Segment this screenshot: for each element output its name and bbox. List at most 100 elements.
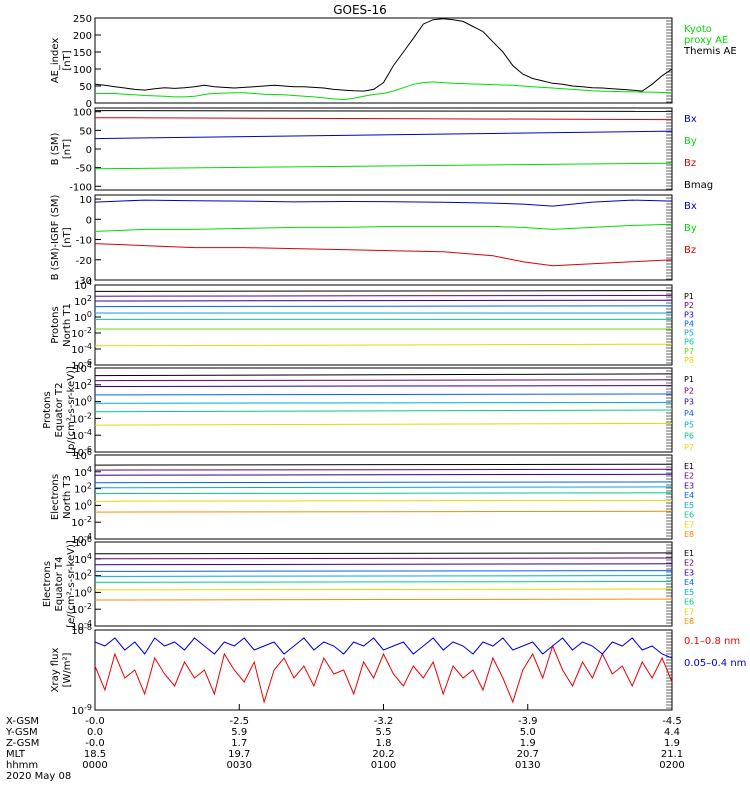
series-line-pe-3 <box>94 393 673 396</box>
series-line-en-2 <box>94 473 673 476</box>
y-axis-label: [nT] <box>62 139 73 159</box>
y-tick-label: 0 <box>86 99 92 110</box>
legend-entry: P6 <box>684 338 694 347</box>
y-tick-label: 102 <box>74 378 92 392</box>
legend-entry: P2 <box>684 301 694 310</box>
panel-frame <box>94 284 673 366</box>
y-tick-label: 10-6 <box>71 358 92 372</box>
footer-value: 0200 <box>659 760 684 771</box>
y-tick-label: 0 <box>86 215 92 226</box>
y-tick-label: 104 <box>74 552 92 566</box>
footer-value: -4.5 <box>662 716 682 727</box>
y-tick-label: 50 <box>79 126 92 137</box>
legend-entry: Themis AE <box>683 46 737 57</box>
legend-entry: E7 <box>684 520 694 529</box>
panel-pn: 104 102 100 10-2 10-4 10-6 Protons North T1 P1P2… <box>50 278 694 372</box>
series-line-pe-2 <box>94 385 673 387</box>
legend-entry: P7 <box>684 443 694 452</box>
series-line-en-4 <box>94 486 673 489</box>
panel-frame <box>94 17 673 104</box>
y-tick-label: -10 <box>76 236 92 247</box>
legend-entry: P8 <box>684 356 694 365</box>
footer-value: 4.4 <box>664 727 680 738</box>
series-line-pe-5 <box>94 409 673 413</box>
footer-value: 1.9 <box>664 738 680 749</box>
footer-value: 5.0 <box>520 727 536 738</box>
y-tick-label: 104 <box>74 361 92 375</box>
legend-entry: E4 <box>684 578 694 587</box>
footer-value: -3.2 <box>374 716 394 727</box>
y-tick-label: 100 <box>74 585 92 599</box>
legend-entry: P5 <box>684 420 694 429</box>
series-line-en-5 <box>94 492 673 495</box>
y-tick-label: 104 <box>74 278 92 292</box>
y-tick-label: 102 <box>74 569 92 583</box>
footer-value: 0.0 <box>87 727 103 738</box>
y-axis-label: North T3 <box>62 475 73 519</box>
y-tick-label: 10-2 <box>71 602 92 616</box>
legend-entry: 0.05–0.4 nm <box>684 658 746 669</box>
legend-entry: Bz <box>684 158 696 169</box>
legend-entry: E2 <box>684 472 694 481</box>
legend-entry: Bx <box>684 114 697 125</box>
series-line-bigrf-1 <box>94 223 673 232</box>
footer-value: -0.0 <box>85 738 105 749</box>
y-tick-label: 10-2 <box>71 515 92 529</box>
series-line-ee-7 <box>94 598 673 601</box>
series-line-pe-0 <box>94 373 673 377</box>
series-line-pn-3 <box>94 305 673 308</box>
footer-value: 20.7 <box>517 749 539 760</box>
legend-entry: E3 <box>684 568 694 577</box>
y-axis-label: North T1 <box>62 303 73 347</box>
y-axis-label: [e/(cm²-s-sr-keV)] <box>66 540 77 628</box>
footer-value: 1.8 <box>376 738 392 749</box>
series-line-en-3 <box>94 481 673 484</box>
series-line-ee-6 <box>94 588 673 591</box>
footer-value: 21.1 <box>661 749 683 760</box>
y-tick-label: 10-4 <box>71 428 92 442</box>
y-tick-label: 100 <box>74 498 92 512</box>
y-tick-label: 102 <box>74 482 92 496</box>
legend-entry: E6 <box>684 511 694 520</box>
series-line-ee-0 <box>94 552 673 555</box>
legend-entry: By <box>684 136 697 147</box>
y-tick-label: 106 <box>74 448 92 462</box>
series-line-en-7 <box>94 510 673 513</box>
footer-value: 1.7 <box>231 738 247 749</box>
legend-entry: P1 <box>684 375 694 384</box>
legend-entry: P1 <box>684 292 694 301</box>
footer-value: 20.2 <box>372 749 394 760</box>
panel-ee: 106 104 102 100 10-2 10-4 Electrons Equator T4[… <box>42 535 694 633</box>
series-line-en-1 <box>94 468 673 471</box>
y-tick-label: 150 <box>73 48 92 59</box>
y-tick-label: 102 <box>74 294 92 308</box>
y-axis-label: Electrons <box>42 561 53 607</box>
panel-frame <box>94 194 673 281</box>
panel-frame <box>94 454 673 540</box>
series-line-bsm-2 <box>94 117 673 121</box>
legend-entry: Kyoto <box>684 24 712 35</box>
series-line-en-6 <box>94 499 673 502</box>
series-line-en-0 <box>94 463 673 466</box>
y-tick-label: 100 <box>73 108 92 119</box>
series-line-ee-4 <box>94 575 673 577</box>
series-line-ae-1 <box>94 18 673 92</box>
series-line-pe-6 <box>94 422 673 426</box>
y-axis-label: Protons <box>42 391 53 428</box>
y-tick-label: -30 <box>76 276 92 287</box>
series-line-pe-1 <box>94 379 673 382</box>
series-line-bigrf-2 <box>94 243 673 267</box>
panel-pe: 104 102 100 10-2 10-4 10-6 Protons Equator T2 [p… <box>42 361 694 459</box>
panel-xray: 10-8 10-9 Xray flux [W/m²] 0.1–0.8 nm 0.05–0.… <box>50 623 746 717</box>
footer-row-label: MLT <box>6 749 26 760</box>
legend-entry: Bz <box>684 245 696 256</box>
footer-value: 0100 <box>371 760 396 771</box>
footer-value: 5.5 <box>376 727 392 738</box>
series-line-bsm-3 <box>94 110 673 112</box>
series-line-bigrf-0 <box>94 199 673 207</box>
footer-row-label: Y-GSM <box>5 727 38 738</box>
footer-row-label: X-GSM <box>6 716 39 727</box>
legend-entry: proxy AE <box>684 35 728 46</box>
